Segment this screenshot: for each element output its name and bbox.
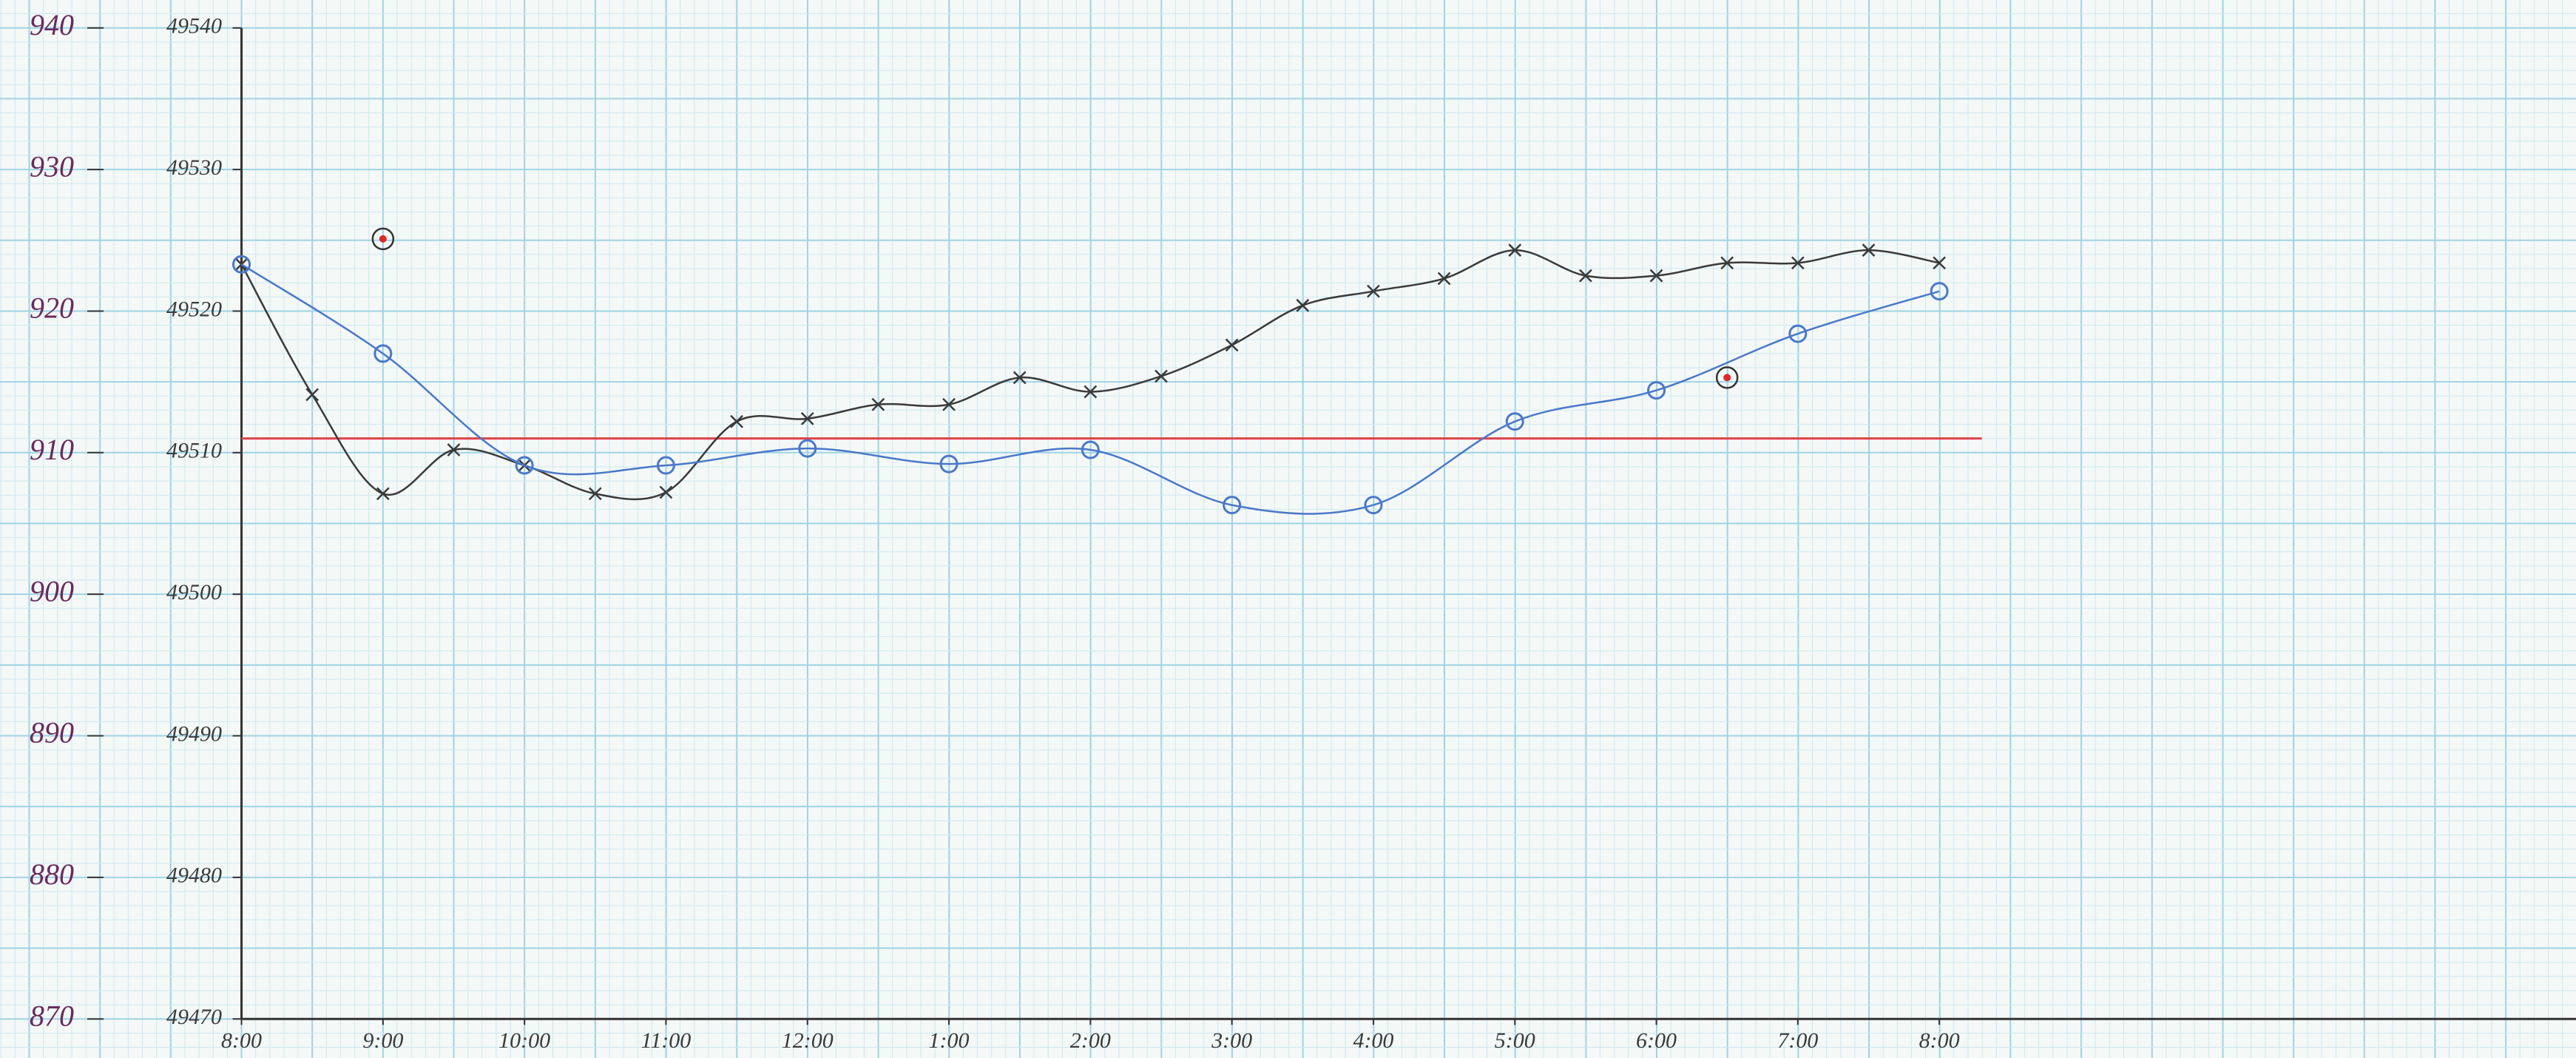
circle-marker xyxy=(1505,412,1524,431)
x-tick-label: 10:00 xyxy=(498,1028,550,1053)
dot-center xyxy=(379,235,387,243)
cross-stroke xyxy=(1649,269,1663,283)
x-tick-label: 7:00 xyxy=(1777,1028,1818,1053)
cross-stroke xyxy=(942,397,956,411)
cross-marker xyxy=(659,485,673,499)
x-tick-label: 11:00 xyxy=(641,1028,692,1053)
cross-marker xyxy=(1933,256,1947,270)
cross-marker xyxy=(1508,243,1522,257)
cross-stroke xyxy=(659,485,673,499)
cross-stroke xyxy=(305,388,320,402)
circle-marker xyxy=(1223,496,1242,515)
circle-marker xyxy=(1081,440,1100,459)
cross-marker xyxy=(1437,272,1451,286)
circle-marker xyxy=(1647,381,1666,400)
dot-marker xyxy=(1715,366,1739,389)
y2-tick-label: 49470 xyxy=(166,1005,222,1029)
x-tick-label: 9:00 xyxy=(362,1028,403,1053)
y2-tick-label: 49490 xyxy=(166,721,222,746)
circle-marker xyxy=(1364,496,1383,515)
circle-marker xyxy=(373,344,393,363)
cross-marker xyxy=(1225,338,1239,352)
y2-tick-label: 49520 xyxy=(166,297,222,321)
y-tick-label: 900 xyxy=(30,574,74,607)
cross-stroke xyxy=(800,412,814,425)
cross-marker xyxy=(1862,243,1876,257)
cross-stroke xyxy=(1862,243,1876,257)
cross-marker xyxy=(1579,269,1592,283)
cross-marker xyxy=(1084,385,1098,399)
y-tick-label: 890 xyxy=(30,716,74,749)
cross-marker xyxy=(1155,369,1168,383)
cross-stroke xyxy=(1579,269,1592,283)
cross-marker xyxy=(447,443,461,456)
x-tick-label: 4:00 xyxy=(1353,1028,1393,1053)
x-tick-label: 5:00 xyxy=(1495,1028,1535,1053)
y2-tick-label: 49530 xyxy=(166,155,222,180)
cross-stroke xyxy=(1933,256,1947,270)
circle-marker xyxy=(1788,324,1808,343)
x-tick-label: 12:00 xyxy=(782,1028,834,1053)
cross-stroke xyxy=(376,487,390,501)
cross-marker xyxy=(871,397,885,411)
y2-tick-label: 49500 xyxy=(166,580,222,604)
cross-stroke xyxy=(730,414,743,428)
y-tick-label: 870 xyxy=(30,999,74,1032)
x-tick-label: 1:00 xyxy=(929,1028,970,1053)
y-tick-label: 880 xyxy=(30,857,74,891)
circle-marker xyxy=(515,456,534,475)
x-tick-label: 8:00 xyxy=(221,1028,262,1053)
cross-marker xyxy=(1791,256,1805,270)
circle-marker xyxy=(939,454,959,474)
circle-marker xyxy=(1930,282,1949,301)
cross-stroke xyxy=(1720,256,1734,270)
series-line xyxy=(240,263,1940,515)
cross-marker xyxy=(1013,371,1027,385)
y-tick-label: 910 xyxy=(30,433,74,466)
dot-marker xyxy=(371,227,395,251)
circle-marker xyxy=(798,439,817,458)
x-tick-label: 8:00 xyxy=(1919,1028,1960,1053)
dot-ring xyxy=(1715,366,1739,389)
x-tick-label: 2:00 xyxy=(1070,1028,1111,1053)
series-line xyxy=(240,249,1940,501)
cross-marker xyxy=(1649,269,1663,283)
cross-marker xyxy=(588,487,602,501)
cross-marker xyxy=(730,414,743,428)
y2-tick-label: 49510 xyxy=(166,439,222,463)
circle-marker xyxy=(656,456,675,475)
y-tick-label: 940 xyxy=(30,8,74,41)
cross-stroke xyxy=(1508,243,1522,257)
cross-stroke xyxy=(447,443,461,456)
y-tick-label: 930 xyxy=(30,149,74,183)
cross-stroke xyxy=(1367,284,1380,298)
circle-marker xyxy=(232,255,251,274)
x-tick-label: 6:00 xyxy=(1636,1028,1677,1053)
y2-tick-label: 49480 xyxy=(166,863,222,888)
cross-marker xyxy=(1367,284,1380,298)
cross-stroke xyxy=(1296,298,1310,312)
cross-marker xyxy=(800,412,814,425)
x-tick-label: 3:00 xyxy=(1211,1028,1252,1053)
cross-stroke xyxy=(1084,385,1098,399)
cross-stroke xyxy=(1791,256,1805,270)
cross-stroke xyxy=(1437,272,1451,286)
cross-marker xyxy=(1296,298,1310,312)
cross-stroke xyxy=(588,487,602,501)
cross-marker xyxy=(1720,256,1734,270)
y2-tick-label: 49540 xyxy=(166,14,222,38)
dot-ring xyxy=(371,227,395,251)
cross-marker xyxy=(376,487,390,501)
dot-center xyxy=(1723,374,1731,382)
cross-stroke xyxy=(871,397,885,411)
y-tick-label: 920 xyxy=(30,292,74,325)
cross-stroke xyxy=(1013,371,1027,385)
cross-marker xyxy=(942,397,956,411)
cross-stroke xyxy=(1155,369,1168,383)
cross-marker xyxy=(305,388,320,402)
cross-stroke xyxy=(1225,338,1239,352)
